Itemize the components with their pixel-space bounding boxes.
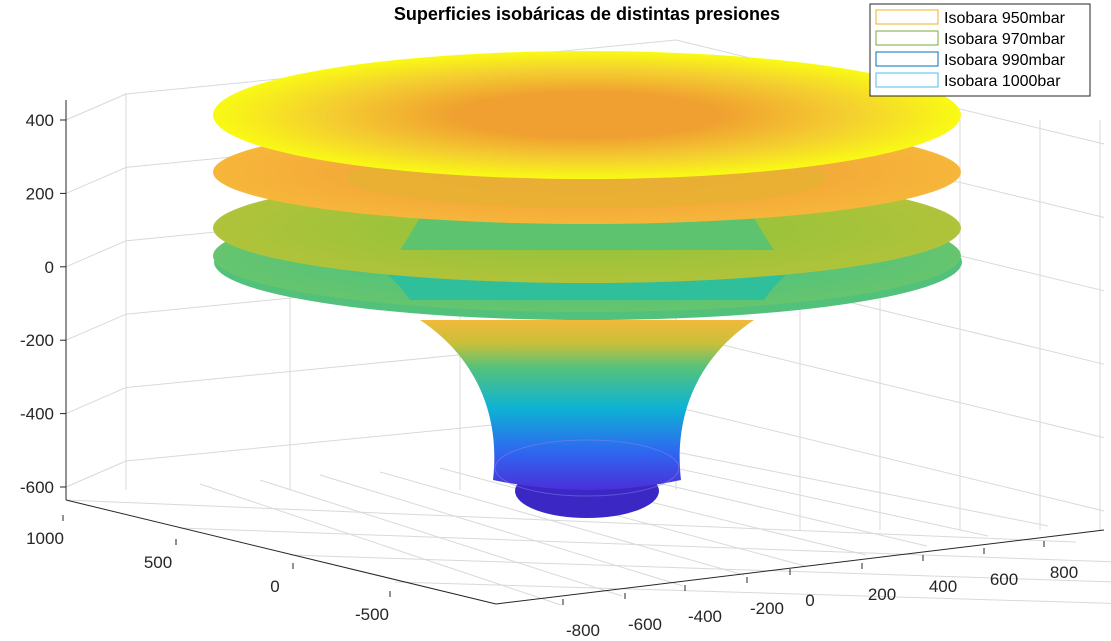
x-tick-label: -200 bbox=[750, 599, 784, 618]
legend-swatch bbox=[875, 9, 939, 25]
z-gridline bbox=[65, 166, 127, 194]
z-tick-label: 400 bbox=[26, 111, 54, 130]
surfaces bbox=[213, 51, 962, 518]
legend-label: Isobara 950mbar bbox=[944, 10, 1066, 27]
z-gridline bbox=[65, 240, 127, 268]
legend-label: Isobara 1000bar bbox=[944, 73, 1061, 90]
x-tick-label: -800 bbox=[566, 621, 600, 640]
z-tick-label: -600 bbox=[20, 478, 54, 497]
floor-gridline bbox=[199, 483, 562, 606]
z-gridline bbox=[65, 460, 127, 488]
legend-label: Isobara 970mbar bbox=[944, 31, 1066, 48]
z-tick-label: -400 bbox=[20, 405, 54, 424]
floor-gridline bbox=[394, 581, 1111, 604]
floor-gridline bbox=[619, 455, 989, 537]
legend-swatch bbox=[875, 72, 939, 88]
z-tick-label: 200 bbox=[26, 184, 54, 203]
z-gridline bbox=[675, 406, 1105, 512]
tick-labels: -600 -400 -200 0 200 400 -500 0 500 1000 -800 -600 -… bbox=[20, 111, 1078, 640]
y-tick-label: 0 bbox=[270, 577, 279, 596]
isobar-950-surface bbox=[213, 51, 961, 179]
floor-gridline bbox=[65, 499, 1077, 543]
floor-gridline bbox=[439, 467, 806, 567]
legend-label: Isobara 990mbar bbox=[944, 52, 1066, 69]
floor-gridline bbox=[289, 554, 1111, 583]
z-gridline bbox=[65, 387, 127, 415]
y-tick-label: -500 bbox=[355, 605, 389, 624]
floor-gridline bbox=[675, 451, 1049, 527]
x-tick-label: 800 bbox=[1050, 563, 1078, 582]
legend-swatch bbox=[875, 30, 939, 46]
z-tick-label: -200 bbox=[20, 331, 54, 350]
x-tick-label: 600 bbox=[990, 570, 1018, 589]
legend[interactable]: Isobara 950mbar Isobara 970mbar Isobara 99… bbox=[869, 3, 1091, 97]
floor-gridline bbox=[179, 527, 1111, 563]
funnel-lower bbox=[420, 320, 754, 490]
z-tick-label: 0 bbox=[45, 258, 54, 277]
chart-title: Superficies isobáricas de distintas pres… bbox=[394, 4, 780, 24]
x-tick-label: -400 bbox=[688, 607, 722, 626]
axis-lines bbox=[60, 100, 1105, 605]
y-axis-line bbox=[65, 499, 497, 605]
x-tick-label: 0 bbox=[805, 591, 814, 610]
floor-gridline bbox=[379, 471, 745, 576]
floor-gridline bbox=[259, 479, 623, 597]
z-gridline bbox=[65, 93, 127, 121]
z-gridline bbox=[65, 313, 127, 341]
floor-gridline bbox=[319, 474, 684, 587]
x-tick-label: 200 bbox=[868, 585, 896, 604]
x-axis-line bbox=[495, 529, 1105, 605]
funnel-mesh bbox=[494, 439, 680, 497]
z-gridline bbox=[675, 333, 1105, 439]
y-tick-label: 1000 bbox=[26, 529, 64, 548]
x-tick-label: -600 bbox=[628, 615, 662, 634]
y-tick-label: 500 bbox=[144, 553, 172, 572]
legend-swatch bbox=[875, 51, 939, 67]
x-tick-label: 400 bbox=[929, 577, 957, 596]
